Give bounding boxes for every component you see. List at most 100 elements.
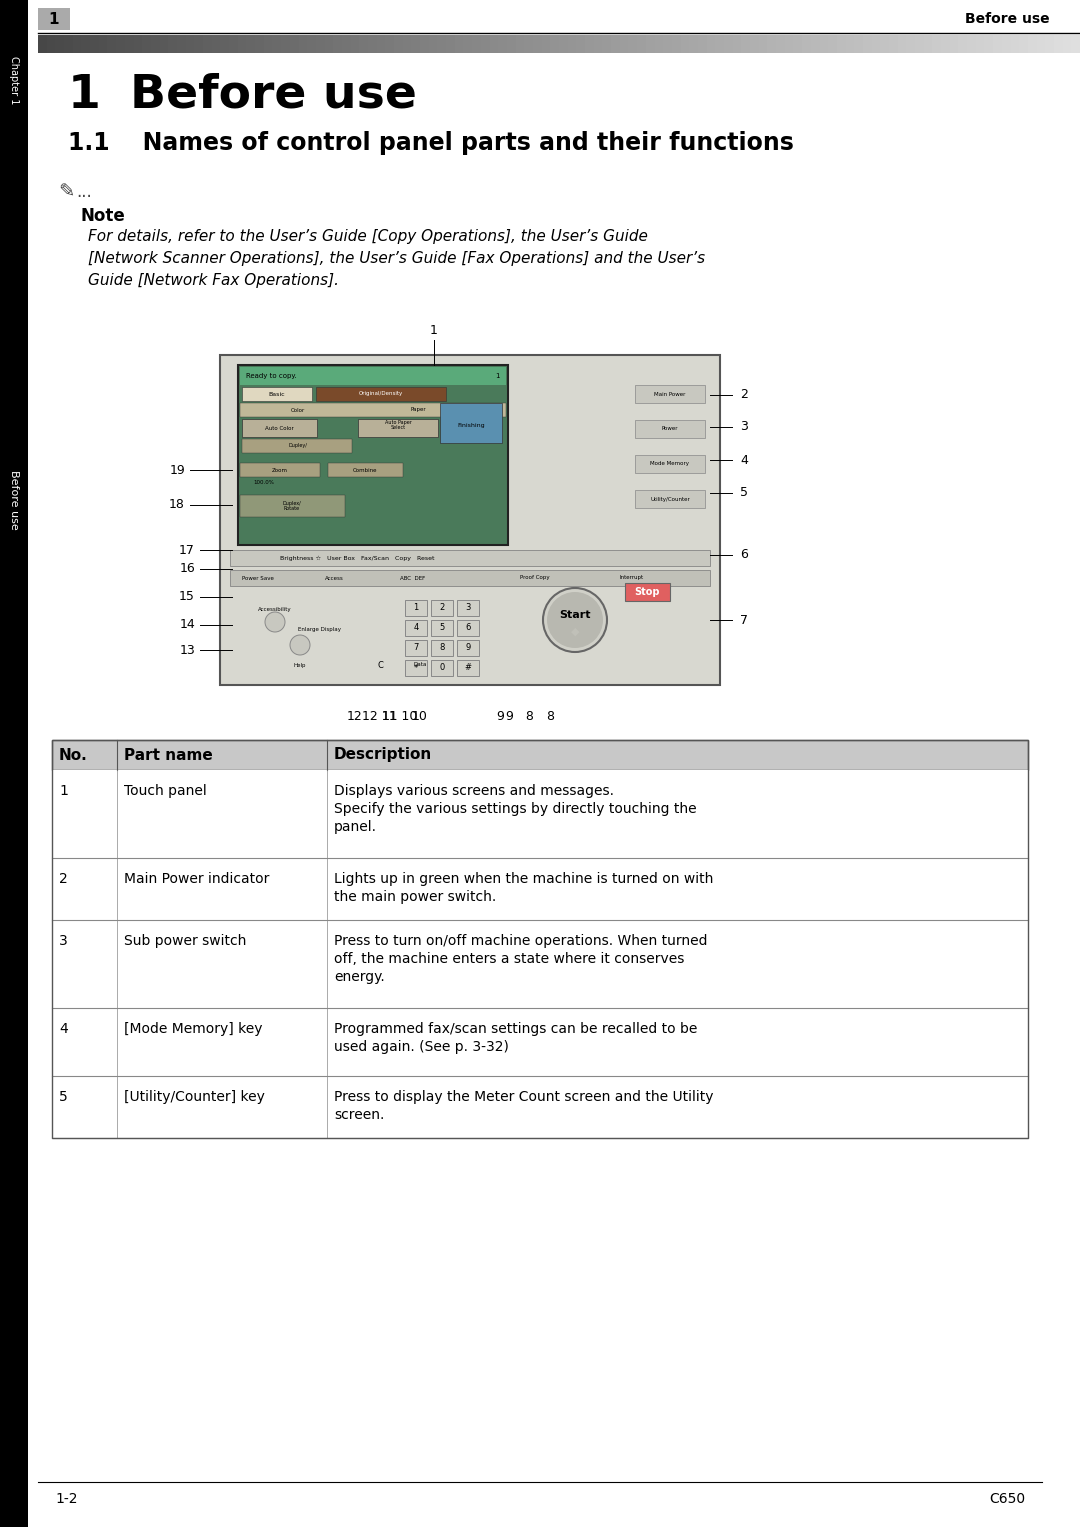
- Bar: [958, 35, 968, 53]
- Bar: [559, 35, 569, 53]
- Text: Press to turn on/off machine operations. When turned: Press to turn on/off machine operations.…: [334, 935, 707, 948]
- Bar: [1071, 35, 1080, 53]
- Text: 6: 6: [465, 623, 471, 632]
- Bar: [357, 418, 438, 437]
- Bar: [134, 35, 144, 53]
- Text: Specify the various settings by directly touching the: Specify the various settings by directly…: [334, 802, 697, 815]
- Bar: [472, 35, 482, 53]
- Bar: [351, 35, 361, 53]
- Circle shape: [546, 592, 603, 647]
- Bar: [289, 35, 299, 53]
- Bar: [828, 35, 838, 53]
- Bar: [941, 35, 950, 53]
- Text: Ready to copy.: Ready to copy.: [246, 373, 297, 379]
- Bar: [203, 35, 213, 53]
- Bar: [923, 35, 933, 53]
- Text: 1: 1: [49, 12, 59, 26]
- Text: Finishing: Finishing: [457, 423, 485, 428]
- Bar: [568, 35, 578, 53]
- Bar: [108, 35, 117, 53]
- Bar: [240, 403, 507, 417]
- Bar: [635, 385, 705, 403]
- Text: 9   8: 9 8: [507, 710, 534, 722]
- Text: Proof Copy: Proof Copy: [519, 576, 550, 580]
- Bar: [194, 35, 204, 53]
- Bar: [629, 35, 638, 53]
- Text: *: *: [414, 664, 418, 672]
- Text: panel.: panel.: [334, 820, 377, 834]
- Bar: [386, 35, 395, 53]
- Text: Press to display the Meter Count screen and the Utility: Press to display the Meter Count screen …: [334, 1090, 714, 1104]
- Bar: [906, 35, 916, 53]
- Text: Interrupt: Interrupt: [620, 576, 644, 580]
- Text: Data: Data: [414, 663, 427, 667]
- Bar: [457, 640, 480, 657]
- Bar: [52, 919, 1028, 1008]
- Text: 1: 1: [414, 603, 419, 612]
- Text: Help: Help: [294, 663, 307, 667]
- Bar: [255, 35, 265, 53]
- Text: screen.: screen.: [334, 1109, 384, 1122]
- Text: Color: Color: [291, 408, 306, 412]
- Text: 1: 1: [430, 324, 437, 336]
- Text: Main Power indicator: Main Power indicator: [124, 872, 269, 886]
- Bar: [635, 420, 705, 438]
- Text: ABC  DEF: ABC DEF: [400, 576, 426, 580]
- Text: [Network Scanner Operations], the User’s Guide [Fax Operations] and the User’s: [Network Scanner Operations], the User’s…: [87, 250, 705, 266]
- Bar: [637, 35, 647, 53]
- Bar: [431, 640, 453, 657]
- Bar: [81, 35, 91, 53]
- Bar: [143, 35, 152, 53]
- Bar: [52, 858, 1028, 919]
- Text: 1: 1: [496, 373, 500, 379]
- Text: 7: 7: [414, 643, 419, 652]
- Bar: [264, 35, 273, 53]
- Bar: [55, 35, 65, 53]
- Bar: [672, 35, 681, 53]
- Text: the main power switch.: the main power switch.: [334, 890, 496, 904]
- Text: C650: C650: [989, 1492, 1025, 1506]
- Text: Displays various screens and messages.: Displays various screens and messages.: [334, 783, 615, 799]
- Bar: [811, 35, 821, 53]
- Bar: [524, 35, 534, 53]
- Bar: [715, 35, 725, 53]
- Bar: [328, 463, 403, 476]
- Text: Brightness ☆   User Box   Fax/Scan   Copy   Reset: Brightness ☆ User Box Fax/Scan Copy Rese…: [280, 556, 434, 560]
- Text: Start: Start: [559, 609, 591, 620]
- Text: 7: 7: [740, 614, 748, 626]
- Bar: [1037, 35, 1047, 53]
- Bar: [1002, 35, 1012, 53]
- Text: Power: Power: [662, 426, 678, 432]
- Bar: [689, 35, 699, 53]
- Text: Mode Memory: Mode Memory: [650, 461, 689, 467]
- Bar: [403, 35, 413, 53]
- Bar: [281, 35, 291, 53]
- Bar: [220, 35, 230, 53]
- Bar: [316, 386, 446, 402]
- Bar: [334, 35, 343, 53]
- Bar: [872, 35, 881, 53]
- Text: 16: 16: [179, 562, 195, 576]
- Text: Before use: Before use: [966, 12, 1050, 26]
- Bar: [457, 620, 480, 637]
- Bar: [802, 35, 812, 53]
- Bar: [741, 35, 751, 53]
- Bar: [1020, 35, 1029, 53]
- Text: [Mode Memory] key: [Mode Memory] key: [124, 1022, 262, 1035]
- Bar: [405, 600, 427, 615]
- Circle shape: [543, 588, 607, 652]
- Text: #: #: [464, 664, 472, 672]
- Bar: [820, 35, 829, 53]
- Bar: [646, 35, 656, 53]
- Bar: [90, 35, 99, 53]
- Bar: [1063, 35, 1072, 53]
- Text: 12 11 10: 12 11 10: [362, 710, 418, 722]
- Bar: [457, 600, 480, 615]
- Bar: [489, 35, 499, 53]
- Circle shape: [291, 635, 310, 655]
- Bar: [750, 35, 759, 53]
- Bar: [1045, 35, 1055, 53]
- Bar: [238, 35, 247, 53]
- Bar: [1011, 35, 1021, 53]
- Bar: [585, 35, 595, 53]
